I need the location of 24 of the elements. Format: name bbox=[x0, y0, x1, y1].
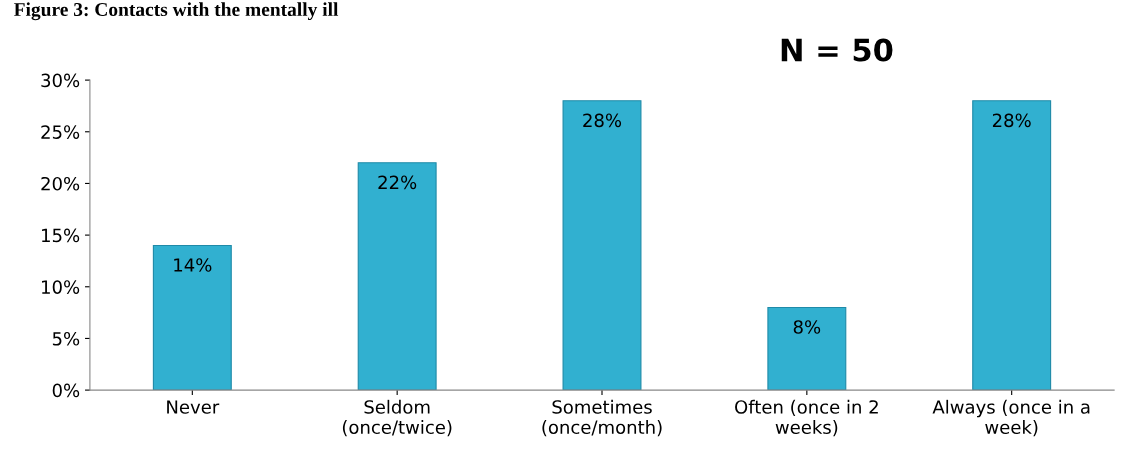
y-tick-label: 15% bbox=[42, 228, 80, 243]
y-tick-label: 25% bbox=[41, 125, 80, 139]
data-label: 14% bbox=[174, 258, 212, 272]
bar bbox=[972, 100, 1052, 391]
bar bbox=[357, 162, 437, 391]
y-tick-label: 20% bbox=[41, 176, 80, 191]
data-label: 22% bbox=[378, 175, 417, 190]
data-label: 8% bbox=[793, 320, 821, 334]
text: N = 50 bbox=[781, 38, 893, 62]
x-tick-label: Never bbox=[167, 400, 220, 414]
data-label: 28% bbox=[992, 113, 1031, 128]
x-tick-label: Often (once in 2 weeks) bbox=[735, 399, 878, 437]
bar bbox=[767, 306, 847, 391]
y-tick-label: 0% bbox=[52, 383, 80, 398]
y-tick-label: 30% bbox=[41, 73, 80, 88]
x-tick-label: Always (once in a week) bbox=[932, 399, 1090, 437]
x-tick-label: Seldom (once/twice) bbox=[342, 399, 452, 437]
bar bbox=[152, 244, 232, 391]
y-tick-label: 5% bbox=[52, 331, 80, 346]
chart-title: Figure 3: Contacts with the mentally ill bbox=[13, 2, 339, 21]
x-tick-label: Sometimes (once/month) bbox=[542, 399, 662, 437]
bar bbox=[562, 100, 642, 391]
y-tick-label: 10% bbox=[42, 280, 80, 294]
data-label: 28% bbox=[583, 113, 622, 128]
